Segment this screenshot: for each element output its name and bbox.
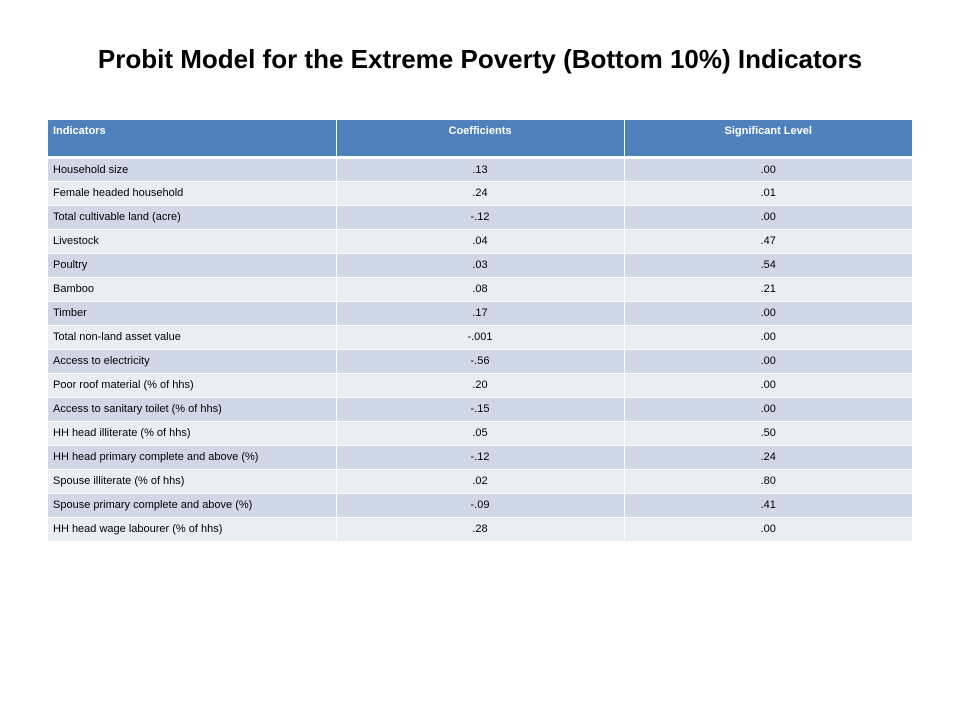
table-header: Indicators Coefficients Significant Leve… <box>48 120 912 159</box>
indicator-cell: Bamboo <box>48 277 337 302</box>
coefficient-cell: .08 <box>336 277 625 302</box>
coefficient-cell: .17 <box>336 301 625 326</box>
table-row: Poor roof material (% of hhs) .20.00 <box>48 373 912 398</box>
coefficient-cell: .04 <box>336 229 625 254</box>
table-row: Total non-land asset value -.001.00 <box>48 325 912 350</box>
significance-cell: .01 <box>624 181 912 206</box>
table-row: Timber .17.00 <box>48 301 912 326</box>
table-row: HH head illiterate (% of hhs) .05.50 <box>48 421 912 446</box>
header-row: Indicators Coefficients Significant Leve… <box>48 120 912 159</box>
indicator-cell: Livestock <box>48 229 337 254</box>
coefficient-cell: .24 <box>336 181 625 206</box>
table-body: Household size .13.00 Female headed househ… <box>48 157 912 542</box>
significance-cell: .00 <box>624 301 912 326</box>
table-row: Access to electricity -.56.00 <box>48 349 912 374</box>
slide-title: Probit Model for the Extreme Poverty (Bo… <box>97 44 863 74</box>
significance-cell: .21 <box>624 277 912 302</box>
significance-cell: .00 <box>624 373 912 398</box>
table-row: Spouse primary complete and above (%) -.0… <box>48 493 912 518</box>
table-row: HH head wage labourer (% of hhs) .28.00 <box>48 517 912 542</box>
indicator-cell: Poultry <box>48 253 337 278</box>
significance-cell: .00 <box>624 325 912 350</box>
table-row: Access to sanitary toilet (% of hhs) -.15… <box>48 397 912 422</box>
table-row: Female headed household .24.01 <box>48 181 912 206</box>
significance-cell: .24 <box>624 445 912 470</box>
significance-cell: .80 <box>624 469 912 494</box>
significance-cell: .00 <box>624 205 912 230</box>
coefficient-cell: .03 <box>336 253 625 278</box>
significance-cell: .47 <box>624 229 912 254</box>
table-row: HH head primary complete and above (%) -.… <box>48 445 912 470</box>
indicator-cell: Timber <box>48 301 337 326</box>
indicator-cell: HH head primary complete and above (%) <box>48 445 337 470</box>
coefficient-cell: .13 <box>336 157 625 182</box>
table-row: Poultry .03.54 <box>48 253 912 278</box>
table-row: Spouse illiterate (% of hhs) .02.80 <box>48 469 912 494</box>
significance-cell: .00 <box>624 157 912 182</box>
results-table-container: Indicators Coefficients Significant Leve… <box>48 120 912 542</box>
coefficient-cell: .20 <box>336 373 625 398</box>
indicator-cell: Total non-land asset value <box>48 325 337 350</box>
coefficient-cell: .28 <box>336 517 625 542</box>
coefficient-cell: .02 <box>336 469 625 494</box>
coefficient-cell: .05 <box>336 421 625 446</box>
coefficient-cell: -.12 <box>336 445 625 470</box>
header-indicators: Indicators <box>48 120 337 159</box>
table-row: Total cultivable land (acre) -.12.00 <box>48 205 912 230</box>
coefficient-cell: -.56 <box>336 349 625 374</box>
indicator-cell: Spouse illiterate (% of hhs) <box>48 469 337 494</box>
significance-cell: .00 <box>624 349 912 374</box>
indicator-cell: Female headed household <box>48 181 337 206</box>
coefficient-cell: -.12 <box>336 205 625 230</box>
indicator-cell: Household size <box>48 157 337 182</box>
indicator-cell: Spouse primary complete and above (%) <box>48 493 337 518</box>
indicator-cell: HH head illiterate (% of hhs) <box>48 421 337 446</box>
probit-results-table: Indicators Coefficients Significant Leve… <box>48 120 912 542</box>
header-significant-level: Significant Level <box>624 120 912 159</box>
coefficient-cell: -.15 <box>336 397 625 422</box>
coefficient-cell: -.001 <box>336 325 625 350</box>
significance-cell: .41 <box>624 493 912 518</box>
significance-cell: .54 <box>624 253 912 278</box>
indicator-cell: HH head wage labourer (% of hhs) <box>48 517 337 542</box>
table-row: Livestock .04.47 <box>48 229 912 254</box>
indicator-cell: Total cultivable land (acre) <box>48 205 337 230</box>
indicator-cell: Poor roof material (% of hhs) <box>48 373 337 398</box>
indicator-cell: Access to sanitary toilet (% of hhs) <box>48 397 337 422</box>
significance-cell: .50 <box>624 421 912 446</box>
significance-cell: .00 <box>624 517 912 542</box>
significance-cell: .00 <box>624 397 912 422</box>
table-row: Household size .13.00 <box>48 157 912 182</box>
coefficient-cell: -.09 <box>336 493 625 518</box>
indicator-cell: Access to electricity <box>48 349 337 374</box>
header-coefficients: Coefficients <box>336 120 625 159</box>
table-row: Bamboo .08.21 <box>48 277 912 302</box>
